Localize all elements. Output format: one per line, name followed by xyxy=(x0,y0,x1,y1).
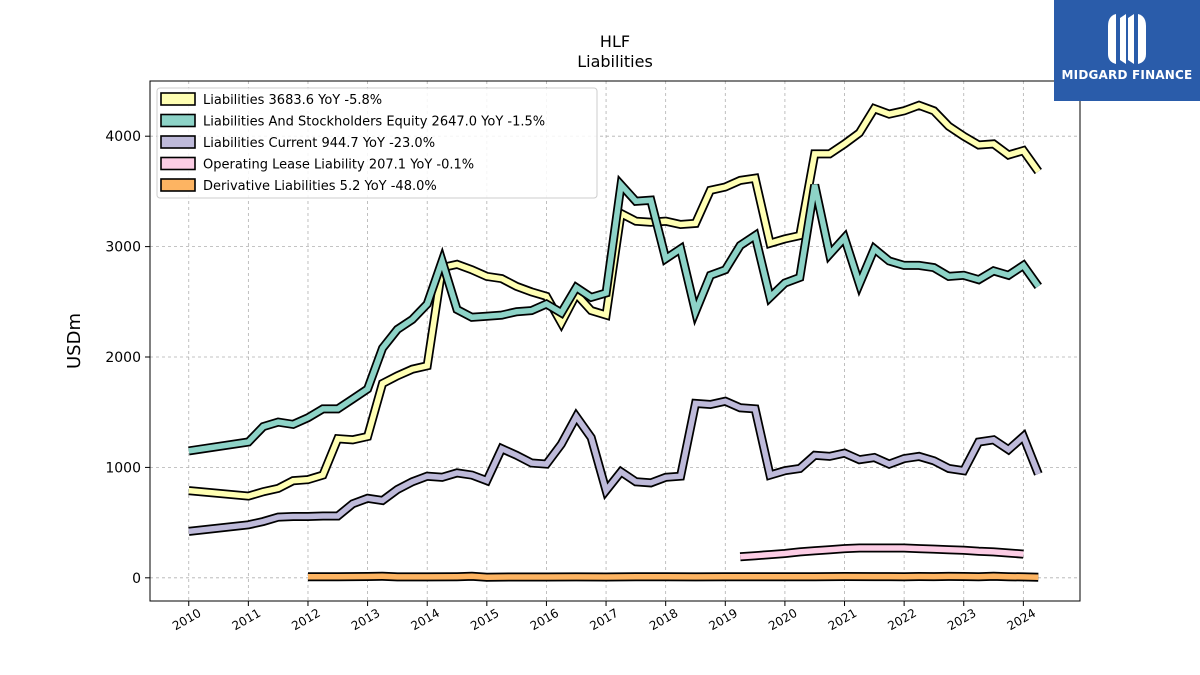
y-tick-label: 4000 xyxy=(105,129,141,145)
series-2 xyxy=(188,396,1043,536)
x-tick-label: 2022 xyxy=(885,606,918,633)
chart-title: HLF xyxy=(600,32,630,51)
x-tick-label: 2019 xyxy=(707,606,740,633)
legend-entry: Liabilities Current 944.7 YoY -23.0% xyxy=(203,136,435,151)
legend: Liabilities 3683.6 YoY -5.8% Liabilities … xyxy=(156,87,598,199)
y-tick-label: 2000 xyxy=(105,350,141,366)
brand-logo: MIDGARD FINANCE xyxy=(1054,0,1200,101)
logo-mark-icon xyxy=(1108,14,1146,64)
x-tick-label: 2015 xyxy=(468,606,501,633)
x-tick-label: 2023 xyxy=(945,606,978,633)
legend-swatch xyxy=(160,178,196,192)
legend-entry: Liabilities And Stockholders Equity 2647… xyxy=(203,115,545,130)
x-tick-label: 2011 xyxy=(230,606,263,633)
legend-swatch xyxy=(160,92,196,106)
x-tick-label: 2017 xyxy=(587,606,620,633)
y-tick-label: 0 xyxy=(132,571,141,587)
x-tick-label: 2013 xyxy=(349,606,382,633)
x-tick-label: 2010 xyxy=(170,606,203,633)
series-line xyxy=(188,398,1041,535)
x-tick-label: 2024 xyxy=(1005,606,1038,633)
legend-entry: Derivative Liabilities 5.2 YoY -48.0% xyxy=(203,179,437,194)
legend-entry: Liabilities 3683.6 YoY -5.8% xyxy=(203,93,382,108)
y-axis-label: USDm xyxy=(64,313,85,369)
chart-subtitle: Liabilities xyxy=(577,52,653,71)
x-tick-label: 2018 xyxy=(647,606,680,633)
series-3 xyxy=(739,543,1024,562)
series-1 xyxy=(188,174,1042,456)
x-tick-label: 2016 xyxy=(528,606,561,633)
series-line xyxy=(308,573,1039,581)
logo-text: MIDGARD FINANCE xyxy=(1061,68,1193,82)
x-tick-label: 2020 xyxy=(766,606,799,633)
x-tick-label: 2012 xyxy=(289,606,322,633)
axes-frame xyxy=(149,80,1081,602)
x-tick-label: 2021 xyxy=(826,606,859,633)
series-line xyxy=(739,545,1024,560)
legend-swatch xyxy=(160,156,196,171)
legend-swatch xyxy=(160,113,196,128)
legend-box xyxy=(156,87,598,199)
x-tick-label: 2014 xyxy=(408,606,441,633)
legend-swatch xyxy=(160,135,196,149)
series-line xyxy=(188,178,1041,454)
y-tick-label: 1000 xyxy=(105,460,141,476)
y-tick-label: 3000 xyxy=(105,240,141,256)
series-0 xyxy=(188,100,1042,501)
series-4 xyxy=(308,571,1039,582)
series-line xyxy=(188,102,1041,499)
legend-entry: Operating Lease Liability 207.1 YoY -0.1… xyxy=(203,158,474,173)
